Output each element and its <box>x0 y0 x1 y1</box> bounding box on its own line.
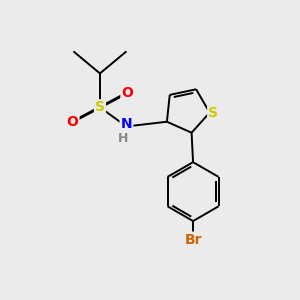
Text: O: O <box>122 85 133 100</box>
Text: N: N <box>121 117 132 131</box>
Text: O: O <box>67 115 79 129</box>
Text: S: S <box>95 100 105 114</box>
Text: S: S <box>208 106 218 120</box>
Text: Br: Br <box>184 232 202 247</box>
Text: H: H <box>118 132 129 145</box>
